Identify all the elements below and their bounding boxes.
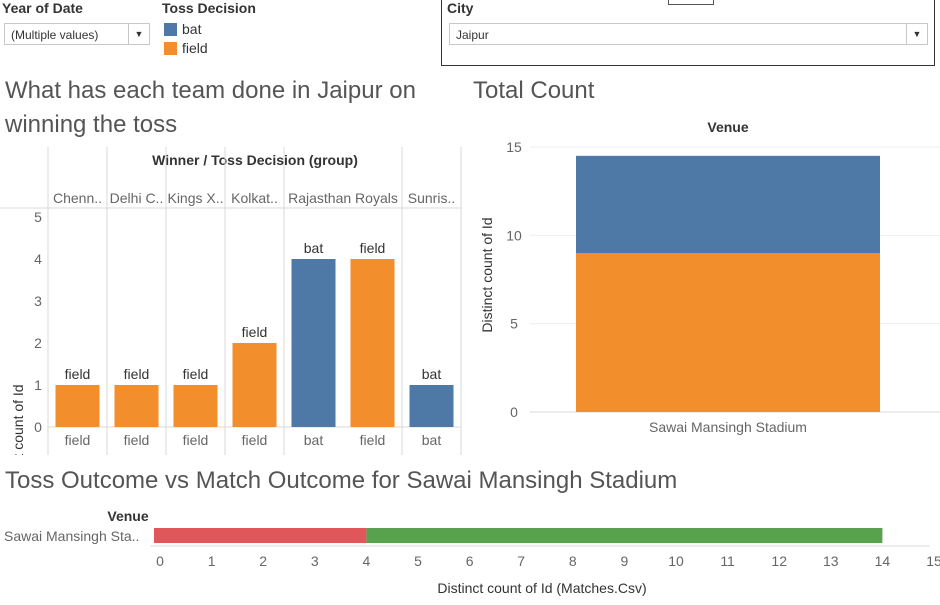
chart2-bar-field[interactable] [576,253,880,412]
chart3-title: Toss Outcome vs Match Outcome for Sawai … [5,467,678,494]
chart3-x-tick: 6 [466,553,474,569]
chart2-title: Total Count [473,77,595,104]
chart1-y-tick: 0 [34,419,42,435]
chart3-x-tick: 11 [720,553,735,569]
chart3-x-tick: 9 [621,553,629,569]
toss-vs-match-chart: Venue Sawai Mansingh Sta.. 0 1 2 3 4 5 6 7 8 9 10 1… [4,508,940,596]
city-filter-label: City [447,0,474,16]
chart2-ylabel: Distinct count of Id [479,217,495,332]
chart1-data-label: field [183,366,209,382]
chart1-team-header: Rajasthan Royals [288,190,398,206]
chart3-x-tick: 10 [668,553,684,569]
city-filter-panel: City Jaipur ▼ [441,0,935,66]
chart3-x-tick: 12 [771,553,787,569]
chart2-y-tick: 0 [510,404,518,420]
chart3-xlabel: Distinct count of Id (Matches.Csv) [437,580,646,596]
chart1-team-header: Chenn.. [53,190,102,206]
chart1-team-header: Kings X.. [167,190,223,206]
chart1-bar[interactable] [350,259,395,427]
chart3-x-tick: 13 [823,553,839,569]
chart3-bar-won[interactable] [366,528,883,543]
legend-swatch-field[interactable] [164,42,177,55]
chart1-x-label: field [360,432,386,448]
chart3-category-label: Sawai Mansingh Sta.. [4,528,139,544]
chart1-y-tick: 1 [34,377,42,393]
chart2-y-tick: 5 [510,316,518,332]
chart3-bar-lost[interactable] [154,528,367,543]
chart1-y-tick: 2 [34,335,42,351]
chart2-category-label: Sawai Mansingh Stadium [649,419,807,435]
chart1-bar[interactable] [114,385,159,427]
chart1-data-label: field [360,240,386,256]
chart1-team-header: Delhi C.. [110,190,164,206]
year-filter-label: Year of Date [2,0,83,16]
toss-decision-legend-title: Toss Decision [162,0,256,16]
chart1-y-tick: 3 [34,293,42,309]
chart1-team-header: Kolkat.. [231,190,278,206]
team-toss-chart: Winner / Toss Decision (group) Distinct … [0,147,462,455]
total-count-chart: Venue Distinct count of Id 0 5 10 15 Sawai … [479,119,940,435]
chart1-bar[interactable] [291,259,336,427]
chart1-data-label: field [124,366,150,382]
chart3-x-tick: 7 [517,553,525,569]
chart1-bar[interactable] [173,385,218,427]
chart3-x-tick: 5 [414,553,422,569]
chart3-x-tick: 8 [569,553,577,569]
chart1-x-label: bat [422,432,442,448]
legend-label-bat[interactable]: bat [182,21,202,37]
chart1-x-label: field [124,432,150,448]
chart1-x-label: field [65,432,91,448]
chart3-x-tick: 3 [311,553,319,569]
chart3-x-tick: 14 [875,553,891,569]
year-dropdown-value: (Multiple values) [11,28,99,42]
chart1-data-label: field [65,366,91,382]
chart2-y-tick: 15 [506,139,522,155]
chart1-x-label: bat [304,432,324,448]
chevron-down-icon[interactable]: ▼ [128,24,149,44]
drag-handle[interactable] [668,0,714,5]
chart2-bar-bat[interactable] [576,155,880,253]
chart1-ylabel: Distinct count of Id [10,384,26,455]
chart3-x-tick: 0 [156,553,164,569]
chart3-x-tick: 15 [926,553,940,569]
chart1-data-label: field [242,324,268,340]
city-dropdown-value: Jaipur [456,28,489,42]
chart1-bar[interactable] [55,385,100,427]
chart3-x-tick: 4 [363,553,371,569]
city-dropdown[interactable]: Jaipur ▼ [449,23,928,45]
chart1-header: Winner / Toss Decision (group) [152,152,358,168]
chart2-y-tick: 10 [506,227,522,243]
chart3-x-tick: 2 [259,553,267,569]
chart1-x-label: field [242,432,268,448]
year-dropdown[interactable]: (Multiple values) ▼ [4,23,150,45]
chart3-x-tick: 1 [208,553,216,569]
chart3-header: Venue [107,508,148,524]
chart1-y-tick: 4 [34,251,42,267]
chart2-header: Venue [707,119,748,135]
chevron-down-icon[interactable]: ▼ [906,24,927,44]
chart1-bar[interactable] [409,385,454,427]
chart1-title: What has each team done in Jaipur on win… [5,77,416,138]
chart1-bar[interactable] [232,343,277,427]
legend-label-field[interactable]: field [182,40,208,56]
chart1-data-label: bat [422,366,442,382]
legend-swatch-bat[interactable] [164,23,177,36]
chart1-data-label: bat [304,240,324,256]
chart1-y-tick: 5 [34,209,42,225]
chart1-team-header: Sunris.. [408,190,455,206]
chart1-x-label: field [183,432,209,448]
